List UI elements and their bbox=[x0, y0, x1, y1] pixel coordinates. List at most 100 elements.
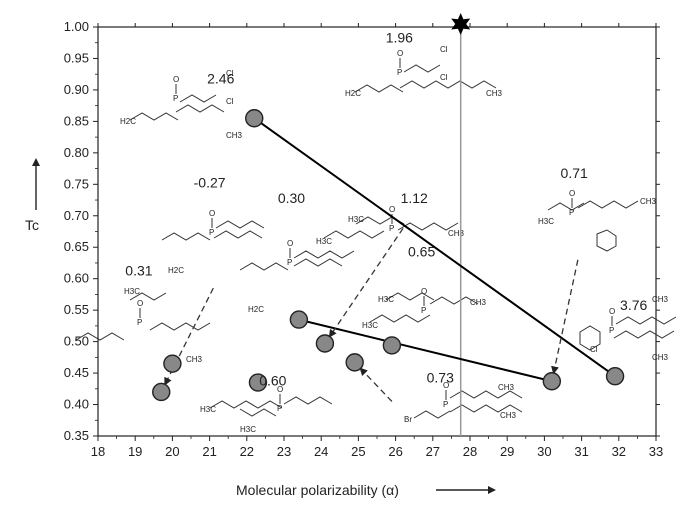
data-point bbox=[152, 382, 171, 402]
structure-060-hexyl bbox=[209, 400, 283, 409]
x-tick-label: 31 bbox=[574, 444, 588, 459]
value-label: 0.65 bbox=[408, 244, 435, 260]
structure-073-ch3b: CH3 bbox=[500, 411, 517, 420]
structure-031-c2 bbox=[149, 322, 211, 331]
y-tick-label: 0.35 bbox=[64, 428, 89, 443]
structure-065-ch3: CH3 bbox=[470, 298, 487, 307]
structure-073-o: O bbox=[443, 381, 449, 390]
value-label: 0.31 bbox=[125, 263, 152, 279]
structure-065-c2 bbox=[369, 314, 431, 323]
structure-065-c3 bbox=[429, 296, 479, 305]
value-label: 2.46 bbox=[207, 71, 234, 87]
structure-031-allyl bbox=[75, 332, 125, 341]
structure-060-ethyl bbox=[283, 396, 333, 405]
structure-031-p: P bbox=[137, 318, 142, 327]
structure-376-ch3b: CH3 bbox=[652, 353, 669, 362]
y-tick-label: 0.75 bbox=[64, 176, 89, 191]
x-tick-label: 25 bbox=[351, 444, 365, 459]
structure-073-ch3a: CH3 bbox=[498, 383, 515, 392]
y-tick-label: 0.90 bbox=[64, 82, 89, 97]
structure-n027-allyl2 bbox=[161, 232, 211, 241]
structure-031-o: O bbox=[137, 299, 143, 308]
x-tick-label: 20 bbox=[165, 444, 179, 459]
x-tick-label: 29 bbox=[500, 444, 514, 459]
structure-2-46-p: P bbox=[173, 94, 178, 103]
structure-030-allyl bbox=[239, 262, 289, 271]
data-point bbox=[345, 353, 364, 372]
structure-n027-propyl bbox=[215, 220, 265, 229]
y-tick-label: 0.85 bbox=[64, 113, 89, 128]
y-tick-label: 0.45 bbox=[64, 365, 89, 380]
structure-071-benzene bbox=[596, 229, 617, 252]
value-label: 0.30 bbox=[278, 190, 305, 206]
x-tick-label: 32 bbox=[612, 444, 626, 459]
x-tick-label: 30 bbox=[537, 444, 551, 459]
structure-031-ch3: CH3 bbox=[186, 355, 203, 364]
x-tick-label: 26 bbox=[388, 444, 402, 459]
structure-065-o: O bbox=[421, 287, 427, 296]
structure-n027-p: P bbox=[209, 228, 214, 237]
trend-line bbox=[298, 318, 553, 383]
value-labels: 2.46 1.96 -0.27 0.30 1.12 0.71 0.31 0.65 3.76 0.6… bbox=[125, 30, 647, 389]
structure-376-p: P bbox=[609, 326, 614, 335]
structure-1-96-hexyl bbox=[399, 80, 497, 89]
dashed-arrow bbox=[551, 259, 579, 375]
dashed-arrow bbox=[164, 287, 214, 386]
structure-376-cl: Cl bbox=[590, 345, 598, 354]
structure-065-p: P bbox=[421, 306, 426, 315]
structure-1-96-vinyl bbox=[403, 64, 441, 73]
structure-071-o: O bbox=[569, 189, 575, 198]
y-axis-title: Tc bbox=[25, 217, 39, 233]
chart-marks bbox=[152, 13, 625, 436]
x-tick-label: 19 bbox=[128, 444, 142, 459]
structure-2-46-o: O bbox=[173, 75, 179, 84]
x-tick-label: 23 bbox=[277, 444, 291, 459]
structure-071-h3c: H3C bbox=[538, 217, 554, 226]
x-tick-label: 33 bbox=[649, 444, 663, 459]
x-tick-label: 21 bbox=[202, 444, 216, 459]
structure-060-o: O bbox=[277, 385, 283, 394]
data-point bbox=[315, 334, 335, 353]
structure-073-c3 bbox=[449, 404, 523, 413]
value-label: 3.76 bbox=[620, 297, 647, 313]
structure-071-p: P bbox=[569, 208, 574, 217]
data-point bbox=[382, 336, 402, 355]
y-tick-label: 0.50 bbox=[64, 334, 89, 349]
structure-2-46-vinyl bbox=[179, 94, 217, 103]
structure-2-46-cl2: Cl bbox=[226, 97, 234, 106]
structure-030-h2c: H2C bbox=[248, 305, 264, 314]
structure-060-p: P bbox=[277, 404, 282, 413]
structure-060-ethyl2 bbox=[239, 408, 277, 417]
structure-1-96-h2c: H2C bbox=[345, 89, 361, 98]
structure-2-46-chain bbox=[129, 112, 179, 121]
star-marker bbox=[451, 13, 471, 35]
y-tick-label: 0.55 bbox=[64, 302, 89, 317]
structure-071-c2 bbox=[577, 200, 639, 209]
value-label: 0.60 bbox=[259, 373, 286, 389]
y-tick-label: 0.60 bbox=[64, 271, 89, 286]
structure-073-br: Br bbox=[404, 415, 412, 424]
structure-112-p: P bbox=[389, 224, 394, 233]
structure-031-h3c: H3C bbox=[124, 287, 140, 296]
structure-2-46-propyl bbox=[175, 104, 225, 113]
data-point bbox=[248, 373, 268, 392]
structure-1-96-cl2: Cl bbox=[440, 73, 448, 82]
data-point bbox=[163, 354, 182, 373]
structure-1-96-o: O bbox=[397, 49, 403, 58]
structure-n027-h2c: H2C bbox=[168, 266, 184, 275]
structure-071-ch3: CH3 bbox=[640, 197, 657, 206]
structure-073-p: P bbox=[443, 400, 448, 409]
structure-060-h3c2: H3C bbox=[240, 425, 256, 434]
x-axis-title: Molecular polarizability (α) bbox=[236, 482, 399, 498]
axes: 18 19 20 21 22 23 24 25 26 27 28 29 30 31 32 33 0.35 0.40… bbox=[32, 19, 663, 494]
data-point bbox=[245, 109, 264, 128]
molecular-structures: P O H2C Cl Cl CH3 P O H2C Cl Cl CH3 P O H2C P O H2C P O H3C H… bbox=[75, 45, 677, 434]
value-label: 0.73 bbox=[427, 370, 454, 386]
structure-112-c3 bbox=[397, 222, 459, 231]
plot-frame bbox=[97, 26, 657, 437]
structure-065-h3c1: H3C bbox=[378, 295, 394, 304]
structure-2-46-cl1: Cl bbox=[226, 69, 234, 78]
structure-2-46-ch3: CH3 bbox=[226, 131, 243, 140]
structure-060-h3c1: H3C bbox=[200, 405, 216, 414]
y-tick-label: 0.95 bbox=[64, 50, 89, 65]
